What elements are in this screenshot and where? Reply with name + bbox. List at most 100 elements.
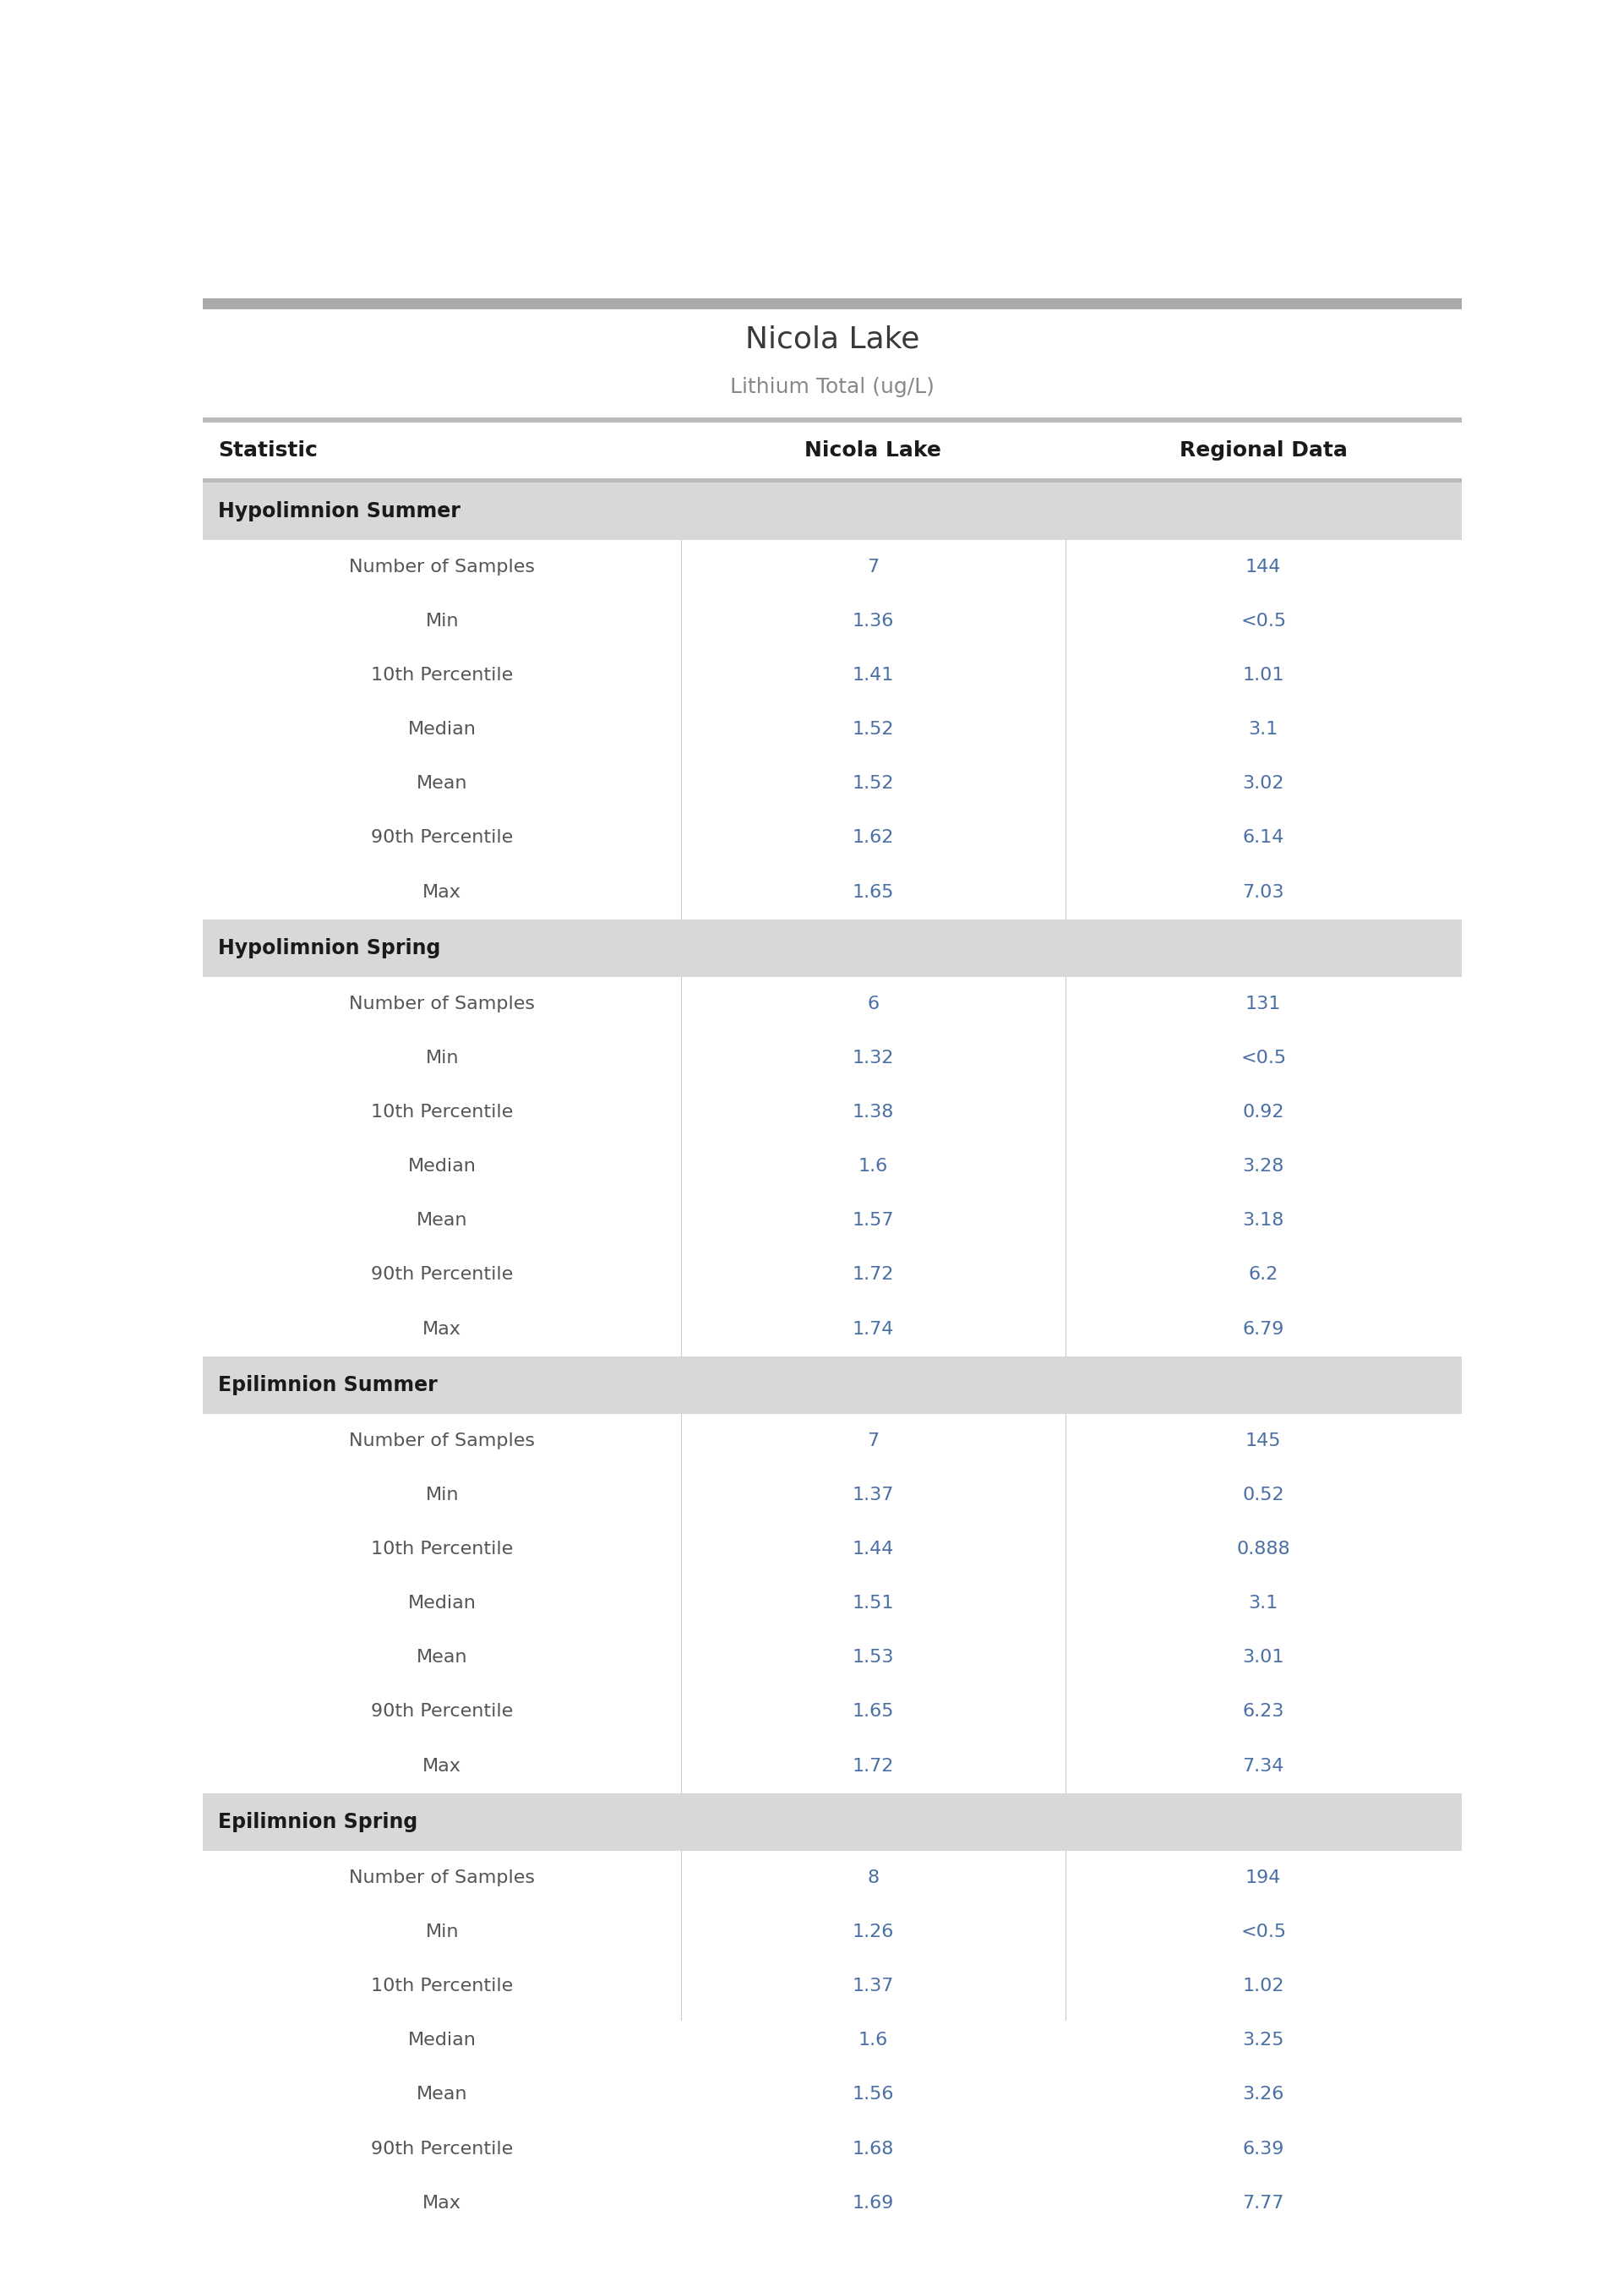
Text: Number of Samples: Number of Samples xyxy=(349,1870,534,1886)
Bar xyxy=(203,2013,1462,2068)
Bar xyxy=(203,1575,1462,1630)
Bar xyxy=(203,649,1462,701)
Text: 6.39: 6.39 xyxy=(1242,2141,1285,2156)
Text: 1.52: 1.52 xyxy=(853,722,895,738)
Bar xyxy=(203,1031,1462,1085)
Text: 3.25: 3.25 xyxy=(1242,2032,1285,2050)
Text: 10th Percentile: 10th Percentile xyxy=(370,667,513,683)
Bar xyxy=(203,1630,1462,1684)
Text: 1.72: 1.72 xyxy=(853,1757,895,1775)
Bar xyxy=(203,1194,1462,1249)
Text: 3.01: 3.01 xyxy=(1242,1650,1285,1666)
Text: 90th Percentile: 90th Percentile xyxy=(370,2141,513,2156)
Text: Lithium Total (ug/L): Lithium Total (ug/L) xyxy=(731,377,934,397)
Text: 194: 194 xyxy=(1246,1870,1281,1886)
Text: 144: 144 xyxy=(1246,558,1281,574)
Text: 1.26: 1.26 xyxy=(853,1923,895,1941)
Text: Number of Samples: Number of Samples xyxy=(349,997,534,1012)
Text: Min: Min xyxy=(425,1487,460,1503)
Text: Epilimnion Spring: Epilimnion Spring xyxy=(218,1811,417,1832)
Text: 145: 145 xyxy=(1246,1432,1281,1448)
Bar xyxy=(203,481,1462,540)
Text: 3.1: 3.1 xyxy=(1249,1596,1278,1612)
Text: 1.68: 1.68 xyxy=(853,2141,895,2156)
Bar xyxy=(203,1085,1462,1140)
Text: 10th Percentile: 10th Percentile xyxy=(370,1541,513,1557)
Text: 7.77: 7.77 xyxy=(1242,2195,1285,2211)
Text: 0.52: 0.52 xyxy=(1242,1487,1285,1503)
Text: 7.03: 7.03 xyxy=(1242,883,1285,901)
Text: 6.2: 6.2 xyxy=(1249,1267,1278,1283)
Text: 90th Percentile: 90th Percentile xyxy=(370,1702,513,1721)
Text: 1.65: 1.65 xyxy=(853,1702,895,1721)
Text: 3.1: 3.1 xyxy=(1249,722,1278,738)
Bar xyxy=(203,1523,1462,1575)
Text: 3.26: 3.26 xyxy=(1242,2086,1285,2102)
Bar xyxy=(203,2122,1462,2177)
Bar xyxy=(203,1793,1462,1850)
Bar xyxy=(203,976,1462,1031)
Text: 3.28: 3.28 xyxy=(1242,1158,1285,1176)
Text: 1.65: 1.65 xyxy=(853,883,895,901)
Bar xyxy=(203,810,1462,865)
Text: Nicola Lake: Nicola Lake xyxy=(806,440,942,461)
Bar xyxy=(203,2068,1462,2122)
Text: 90th Percentile: 90th Percentile xyxy=(370,1267,513,1283)
Text: 1.51: 1.51 xyxy=(853,1596,895,1612)
Bar xyxy=(203,1850,1462,1905)
Text: 1.53: 1.53 xyxy=(853,1650,895,1666)
Text: 3.18: 3.18 xyxy=(1242,1212,1285,1228)
Bar xyxy=(203,479,1462,481)
Text: 6.14: 6.14 xyxy=(1242,829,1285,847)
Text: Mean: Mean xyxy=(417,2086,468,2102)
Bar xyxy=(203,2229,1462,2234)
Text: Hypolimnion Spring: Hypolimnion Spring xyxy=(218,938,440,958)
Text: Hypolimnion Summer: Hypolimnion Summer xyxy=(218,502,461,522)
Text: 7.34: 7.34 xyxy=(1242,1757,1285,1775)
Text: 10th Percentile: 10th Percentile xyxy=(370,1103,513,1121)
Text: 90th Percentile: 90th Percentile xyxy=(370,829,513,847)
Text: 1.37: 1.37 xyxy=(853,1977,895,1995)
Bar xyxy=(203,1684,1462,1739)
Text: Mean: Mean xyxy=(417,1650,468,1666)
Text: 1.52: 1.52 xyxy=(853,776,895,792)
Bar xyxy=(203,1414,1462,1469)
Text: Min: Min xyxy=(425,613,460,629)
Bar xyxy=(203,2177,1462,2229)
Text: 0.92: 0.92 xyxy=(1242,1103,1285,1121)
Text: Median: Median xyxy=(408,1596,476,1612)
Text: 8: 8 xyxy=(867,1870,879,1886)
Text: Number of Samples: Number of Samples xyxy=(349,558,534,574)
Text: 6: 6 xyxy=(867,997,879,1012)
Text: 1.6: 1.6 xyxy=(859,2032,888,2050)
Bar xyxy=(203,701,1462,756)
Bar xyxy=(203,756,1462,810)
Text: 1.02: 1.02 xyxy=(1242,1977,1285,1995)
Text: 6.23: 6.23 xyxy=(1242,1702,1285,1721)
Text: Min: Min xyxy=(425,1049,460,1067)
Text: Mean: Mean xyxy=(417,776,468,792)
Text: 10th Percentile: 10th Percentile xyxy=(370,1977,513,1995)
Text: 1.41: 1.41 xyxy=(853,667,895,683)
Bar xyxy=(203,309,1462,418)
Bar xyxy=(203,418,1462,422)
Text: 1.01: 1.01 xyxy=(1242,667,1285,683)
Text: Number of Samples: Number of Samples xyxy=(349,1432,534,1448)
Bar xyxy=(203,1303,1462,1355)
Text: 1.74: 1.74 xyxy=(853,1321,895,1337)
Text: Epilimnion Summer: Epilimnion Summer xyxy=(218,1376,437,1396)
Text: Regional Data: Regional Data xyxy=(1179,440,1348,461)
Text: 1.56: 1.56 xyxy=(853,2086,895,2102)
Bar xyxy=(203,1739,1462,1793)
Bar xyxy=(203,300,1462,309)
Text: 1.44: 1.44 xyxy=(853,1541,895,1557)
Text: <0.5: <0.5 xyxy=(1241,613,1286,629)
Bar xyxy=(203,1959,1462,2013)
Bar xyxy=(203,1249,1462,1303)
Bar xyxy=(203,540,1462,595)
Text: 1.32: 1.32 xyxy=(853,1049,895,1067)
Text: <0.5: <0.5 xyxy=(1241,1923,1286,1941)
Text: Median: Median xyxy=(408,722,476,738)
Text: <0.5: <0.5 xyxy=(1241,1049,1286,1067)
Bar xyxy=(203,422,1462,479)
